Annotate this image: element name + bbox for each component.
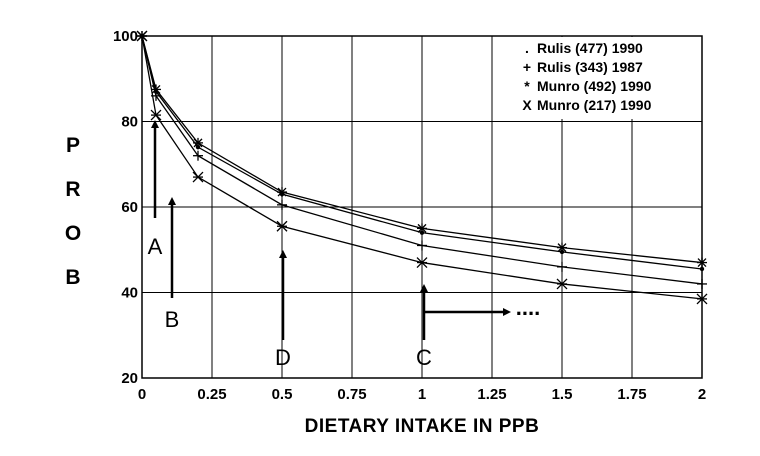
legend-symbol: + bbox=[523, 59, 531, 75]
arrow-head bbox=[420, 284, 428, 292]
x-tick-label: 0.75 bbox=[337, 386, 366, 403]
point-star-d2 bbox=[697, 258, 707, 268]
arrow-head bbox=[151, 120, 159, 128]
series bbox=[136, 30, 708, 305]
data-point bbox=[557, 242, 567, 253]
annotation-label: B bbox=[165, 307, 180, 332]
annotation-label: A bbox=[148, 234, 163, 259]
point-star-d2 bbox=[193, 138, 203, 148]
data-point bbox=[697, 278, 707, 289]
data-point bbox=[417, 223, 427, 234]
y-axis-title-letter: B bbox=[65, 266, 80, 289]
data-point bbox=[556, 278, 568, 290]
legend-label: Rulis (343) 1987 bbox=[537, 59, 643, 75]
annotations: A B D C.... bbox=[148, 120, 540, 370]
legend-label: Munro (217) 1990 bbox=[537, 97, 652, 113]
series-x bbox=[136, 30, 708, 305]
arrow-d bbox=[279, 250, 287, 340]
data-point bbox=[150, 109, 162, 121]
data-point bbox=[276, 220, 288, 232]
data-point bbox=[696, 293, 708, 305]
point-dot bbox=[699, 266, 705, 272]
point-star-d2 bbox=[557, 243, 567, 253]
legend: . Rulis (477) 1990 + Rulis (343) 1987 * Munro… bbox=[512, 37, 700, 119]
data-point bbox=[697, 257, 707, 268]
y-axis-title-letter: O bbox=[65, 222, 81, 245]
y-tick-label: 60 bbox=[121, 199, 138, 216]
x-tick-label: 1.25 bbox=[477, 386, 506, 403]
data-point bbox=[192, 171, 204, 183]
legend-label: Munro (492) 1990 bbox=[537, 78, 652, 94]
arrow-head bbox=[503, 308, 511, 316]
annotation-label: D bbox=[275, 345, 291, 370]
data-point bbox=[277, 199, 287, 210]
data-point bbox=[193, 150, 203, 161]
data-point bbox=[277, 187, 287, 198]
annotation-label: .... bbox=[516, 295, 540, 320]
arrow-c-horizontal bbox=[424, 308, 511, 316]
x-tick-label: 0 bbox=[138, 386, 146, 403]
data-point bbox=[193, 137, 203, 148]
y-tick-label: 80 bbox=[121, 114, 138, 131]
x-axis-title: DIETARY INTAKE IN PPB bbox=[305, 416, 540, 437]
data-point bbox=[557, 261, 567, 272]
legend-symbol: . bbox=[525, 40, 529, 56]
data-point bbox=[417, 240, 427, 251]
arrow-head bbox=[279, 250, 287, 258]
x-tick-label: 2 bbox=[698, 386, 706, 403]
point-star-d2 bbox=[151, 84, 161, 94]
point-star-d2 bbox=[417, 223, 427, 233]
x-tick-label: 1.5 bbox=[552, 386, 573, 403]
y-tick-label: 20 bbox=[121, 370, 138, 387]
legend-label: Rulis (477) 1990 bbox=[537, 40, 643, 56]
annotation-label: C bbox=[416, 345, 432, 370]
data-point bbox=[151, 84, 161, 95]
x-tick-label: 0.5 bbox=[272, 386, 293, 403]
x-tick-label: 1 bbox=[418, 386, 426, 403]
legend-box bbox=[512, 37, 700, 119]
y-axis-title-letter: P bbox=[66, 134, 80, 157]
arrow-head bbox=[168, 197, 176, 205]
data-point bbox=[416, 257, 428, 269]
x-axis-ticks: 0 0.25 0.5 0.75 1 1.25 1.5 1.75 2 bbox=[138, 386, 706, 403]
x-tick-label: 0.25 bbox=[197, 386, 226, 403]
data-point bbox=[699, 266, 705, 272]
arrow-a bbox=[151, 120, 159, 218]
point-star-d2 bbox=[277, 187, 287, 197]
legend-symbol: * bbox=[524, 78, 530, 94]
data-point bbox=[136, 30, 148, 42]
x-tick-label: 1.75 bbox=[617, 386, 646, 403]
y-axis-title-letter: R bbox=[65, 178, 80, 201]
arrow-b bbox=[168, 197, 176, 298]
arrow-c bbox=[420, 284, 428, 340]
y-axis-ticks: 20 40 60 80 100 bbox=[113, 28, 138, 387]
legend-symbol: X bbox=[522, 97, 532, 113]
plot-frame bbox=[141, 35, 703, 379]
y-tick-label: 40 bbox=[121, 285, 138, 302]
y-tick-label: 100 bbox=[113, 28, 138, 45]
